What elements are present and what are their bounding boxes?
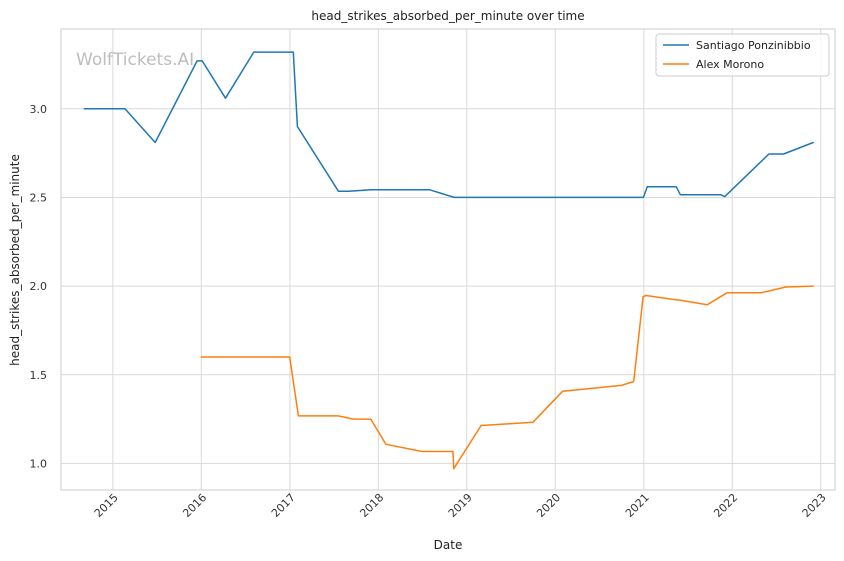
series-lines (83, 51, 814, 470)
series-line-alex-morono (200, 285, 814, 470)
y-tick-label: 2.0 (30, 280, 48, 293)
y-tick-label: 1.0 (30, 457, 48, 470)
y-tick-label: 2.5 (30, 191, 48, 204)
x-axis-title: Date (434, 538, 463, 552)
legend: Santiago Ponzinibbio Alex Morono (655, 33, 830, 77)
legend-box (655, 33, 830, 77)
watermark: WolfTickets.AI (76, 50, 194, 70)
chart-title: head_strikes_absorbed_per_minute over ti… (311, 9, 584, 23)
y-tick-label: 1.5 (30, 369, 48, 382)
y-tick-label: 3.0 (30, 103, 48, 116)
y-axis-title: head_strikes_absorbed_per_minute (8, 154, 22, 366)
series-line-santiago-ponzinibbio (83, 51, 814, 199)
grid (61, 29, 835, 490)
legend-label-santiago-ponzinibbio: Santiago Ponzinibbio (696, 39, 811, 52)
plot-frame (60, 28, 836, 491)
legend-label-alex-morono: Alex Morono (696, 58, 764, 71)
